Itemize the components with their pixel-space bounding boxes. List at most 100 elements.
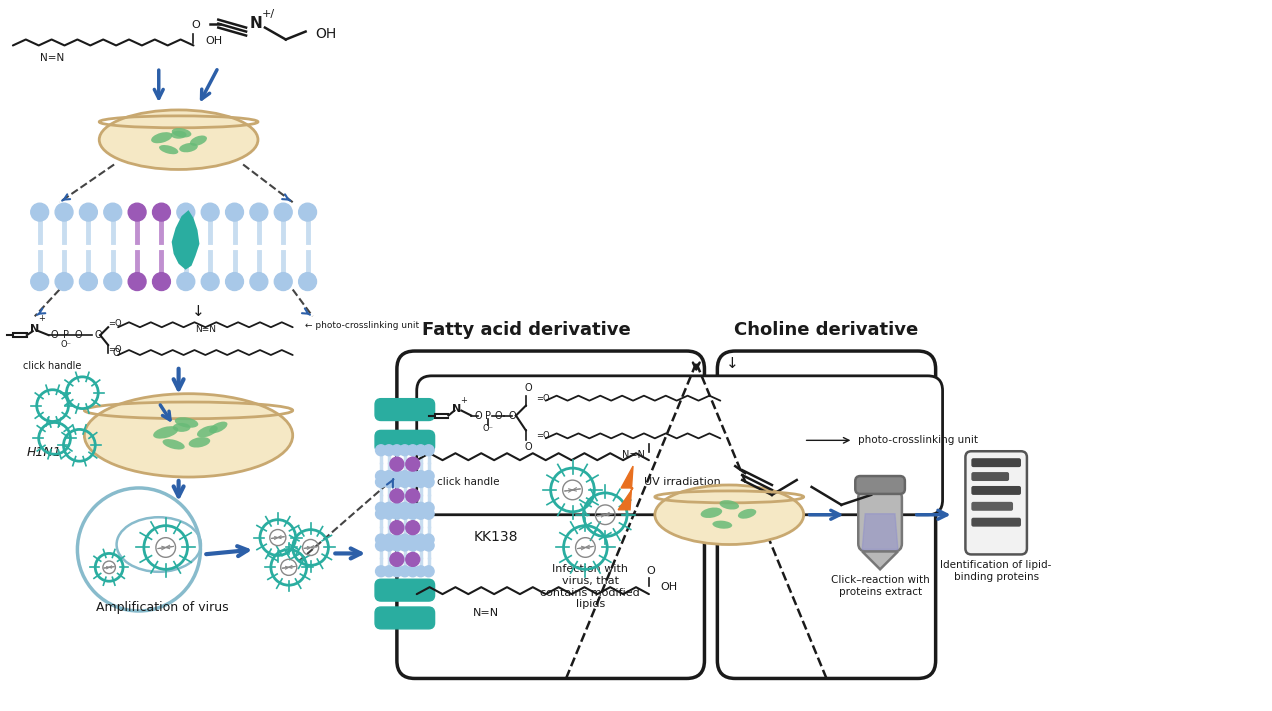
Circle shape [79, 272, 98, 291]
Circle shape [407, 476, 418, 488]
Circle shape [201, 203, 219, 221]
Circle shape [104, 203, 122, 221]
Text: O: O [94, 330, 102, 340]
Circle shape [375, 566, 387, 577]
Text: O: O [112, 348, 120, 358]
Circle shape [383, 445, 394, 456]
Circle shape [424, 471, 434, 481]
Ellipse shape [99, 110, 258, 169]
Circle shape [424, 540, 434, 551]
FancyBboxPatch shape [972, 458, 1021, 467]
Circle shape [424, 508, 434, 519]
Ellipse shape [720, 500, 739, 510]
Circle shape [225, 203, 243, 221]
Text: photo-crosslinking unit: photo-crosslinking unit [859, 435, 978, 445]
Circle shape [55, 272, 73, 291]
Ellipse shape [173, 423, 191, 432]
Circle shape [275, 272, 293, 291]
Circle shape [251, 203, 268, 221]
Circle shape [383, 566, 394, 577]
Circle shape [415, 471, 426, 481]
Text: click handle: click handle [436, 477, 499, 487]
Circle shape [399, 508, 411, 519]
Circle shape [79, 203, 98, 221]
Circle shape [375, 540, 387, 551]
Circle shape [424, 566, 434, 577]
Ellipse shape [701, 508, 722, 518]
FancyBboxPatch shape [972, 486, 1021, 495]
Circle shape [375, 476, 387, 488]
Polygon shape [172, 210, 200, 269]
Text: N=N: N=N [41, 53, 65, 63]
Circle shape [407, 445, 418, 456]
Text: KK137: KK137 [474, 396, 518, 410]
Circle shape [415, 445, 426, 456]
Ellipse shape [738, 509, 757, 519]
Ellipse shape [197, 425, 218, 437]
Text: ↓: ↓ [726, 356, 739, 371]
Text: P: P [485, 410, 491, 420]
Ellipse shape [179, 143, 198, 152]
Text: N=N: N=N [473, 608, 499, 618]
Circle shape [275, 203, 293, 221]
Circle shape [406, 457, 420, 471]
Text: O: O [524, 442, 532, 452]
Text: O: O [474, 410, 482, 420]
Ellipse shape [151, 132, 172, 144]
Circle shape [424, 445, 434, 456]
Circle shape [391, 457, 403, 471]
Text: OH: OH [205, 36, 223, 46]
Text: N=N: N=N [473, 474, 499, 484]
Text: +/: +/ [808, 459, 822, 471]
Circle shape [55, 203, 73, 221]
Text: +: + [38, 314, 45, 324]
Text: click handle: click handle [23, 361, 81, 371]
Text: Choline derivative: Choline derivative [734, 321, 918, 339]
Circle shape [177, 203, 195, 221]
Circle shape [383, 471, 394, 481]
Text: =O: =O [108, 319, 122, 328]
Text: OH: OH [315, 26, 337, 41]
FancyBboxPatch shape [965, 451, 1027, 555]
Circle shape [407, 540, 418, 551]
FancyBboxPatch shape [972, 472, 1009, 481]
Circle shape [375, 534, 387, 545]
Circle shape [399, 540, 411, 551]
Text: O: O [191, 20, 200, 30]
Text: O: O [509, 410, 515, 420]
Circle shape [407, 534, 418, 545]
FancyBboxPatch shape [375, 399, 435, 420]
Text: N: N [452, 404, 460, 414]
FancyBboxPatch shape [855, 476, 904, 494]
Polygon shape [618, 466, 633, 510]
Text: O⁻: O⁻ [61, 340, 73, 349]
Ellipse shape [712, 520, 733, 529]
Circle shape [128, 272, 146, 291]
Circle shape [383, 508, 394, 519]
Circle shape [31, 272, 48, 291]
Text: O: O [524, 383, 532, 392]
Circle shape [128, 203, 146, 221]
Circle shape [399, 471, 411, 481]
Circle shape [399, 534, 411, 545]
Text: Click–reaction with
proteins extract: Click–reaction with proteins extract [831, 575, 930, 597]
Circle shape [399, 503, 411, 513]
Text: ↓: ↓ [192, 304, 205, 319]
FancyBboxPatch shape [375, 607, 435, 629]
Ellipse shape [174, 417, 198, 428]
Circle shape [399, 445, 411, 456]
Ellipse shape [163, 439, 184, 449]
Circle shape [399, 566, 411, 577]
Circle shape [299, 203, 317, 221]
Circle shape [299, 272, 317, 291]
Ellipse shape [170, 131, 187, 139]
Circle shape [406, 489, 420, 503]
Text: N=N: N=N [622, 450, 645, 460]
FancyBboxPatch shape [972, 502, 1013, 510]
Text: +: + [460, 396, 467, 405]
Circle shape [391, 489, 403, 503]
Circle shape [392, 508, 402, 519]
Ellipse shape [188, 437, 210, 447]
Text: =O: =O [108, 345, 122, 353]
Circle shape [424, 503, 434, 513]
